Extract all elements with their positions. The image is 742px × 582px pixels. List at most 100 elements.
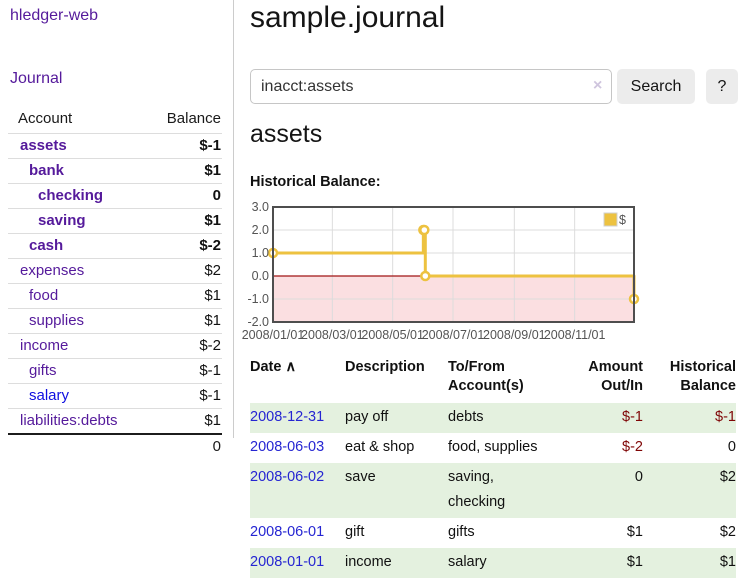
date-header-label: Date — [250, 359, 282, 375]
legend-label: $ — [619, 213, 626, 227]
chart-border — [272, 206, 635, 323]
balance-column-header: Historical Balance — [643, 358, 736, 403]
account-balance: $1 — [142, 408, 222, 434]
account-row: supplies $1 — [8, 308, 222, 334]
transaction-amount: $-2 — [622, 439, 643, 455]
account-row: cash $-2 — [8, 233, 222, 259]
account-balance: $-1 — [142, 383, 222, 409]
account-balance: $1 — [142, 208, 222, 234]
help-button[interactable]: ? — [706, 69, 738, 104]
sidebar-account-link[interactable]: gifts — [29, 362, 57, 379]
transaction-date-link[interactable]: 2008-06-03 — [250, 439, 325, 455]
historical-balance-chart: $3.0 2.0 1.0 0.0 -1.0 -2.02008/01/012008/03/0… — [242, 200, 640, 342]
balance-header-line1: Historical — [669, 359, 736, 375]
account-balance: $-1 — [142, 133, 222, 159]
sidebar-item-journal[interactable]: Journal — [10, 70, 63, 87]
transaction-date-link[interactable]: 2008-06-01 — [250, 524, 325, 540]
balance-header-line2: Balance — [680, 378, 736, 394]
transaction-date-link[interactable]: 2008-06-02 — [250, 469, 325, 485]
transaction-description: pay off — [345, 403, 448, 433]
account-balance: 0 — [142, 183, 222, 209]
sort-ascending-icon: ∧ — [285, 359, 297, 375]
sidebar-account-link[interactable]: expenses — [20, 262, 85, 279]
date-column-header[interactable]: Date ∧ — [250, 358, 345, 403]
sidebar-account-link[interactable]: salary — [29, 387, 70, 404]
account-row: expenses $2 — [8, 258, 222, 284]
accounts-total-value: 0 — [142, 433, 222, 459]
sidebar-account-link[interactable]: cash — [29, 237, 64, 254]
account-row: salary $-1 — [8, 383, 222, 409]
transaction-accounts: debts — [448, 403, 552, 433]
x-axis-tick-label: 2008/11/01 — [544, 328, 606, 342]
x-axis-tick-label: 2008/05/01 — [361, 328, 424, 342]
transaction-accounts: saving, checking — [448, 463, 552, 518]
transaction-amount: $1 — [626, 524, 643, 540]
amount-column-header: Amount Out/In — [552, 358, 643, 403]
y-axis-tick-label: 0.0 — [252, 269, 269, 283]
search-input[interactable] — [250, 69, 612, 104]
transaction-amount: 0 — [552, 463, 643, 518]
sidebar-account-link[interactable]: income — [20, 337, 69, 354]
account-row: checking 0 — [8, 183, 222, 209]
transactions-header-row: Date ∧ Description To/From Account(s) Am… — [250, 358, 736, 403]
sidebar-account-link[interactable]: assets — [20, 137, 67, 154]
account-balance: $2 — [142, 258, 222, 284]
y-axis-tick-label: 3.0 — [252, 200, 269, 214]
sidebar-account-link[interactable]: liabilities:debts — [20, 412, 118, 429]
tofrom-column-header: To/From Account(s) — [448, 358, 552, 403]
account-balance: $1 — [142, 308, 222, 334]
accounts-total-spacer — [8, 433, 143, 459]
transaction-balance: $-1 — [643, 403, 736, 433]
account-row: saving $1 — [8, 208, 222, 234]
transaction-description: gift — [345, 524, 365, 540]
sidebar-account-link[interactable]: saving — [38, 212, 86, 229]
account-balance: $-2 — [142, 233, 222, 259]
x-axis-tick-label: 2008/03/01 — [301, 328, 364, 342]
y-axis-tick-label: 1.0 — [252, 246, 269, 260]
x-axis-tick-label: 2008/01/01 — [242, 328, 305, 342]
legend-swatch — [603, 212, 618, 227]
amount-header-line2: Out/In — [601, 378, 643, 394]
app-brand-link[interactable]: hledger-web — [10, 7, 99, 24]
accounts-table-header: Account Balance — [8, 106, 222, 134]
search-button[interactable]: Search — [617, 69, 695, 104]
data-point-marker — [420, 270, 431, 282]
transaction-accounts: gifts — [448, 524, 475, 540]
account-row: bank $1 — [8, 158, 222, 184]
x-axis-tick-label: 2008/07/01 — [422, 328, 485, 342]
page-title: sample.journal — [250, 1, 446, 34]
account-row: assets $-1 — [8, 133, 222, 159]
balance-column-header: Balance — [166, 110, 221, 127]
sidebar-account-link[interactable]: food — [29, 287, 59, 304]
amount-header-line1: Amount — [588, 359, 643, 375]
sidebar-account-link[interactable]: bank — [29, 162, 65, 179]
account-balance: $1 — [142, 158, 222, 184]
transaction-row: 2008-01-01 income salary $1 $1 — [250, 548, 736, 578]
transaction-row: 2008-06-01 gift gifts $1 $2 — [250, 518, 736, 548]
transactions-table: Date ∧ Description To/From Account(s) Am… — [250, 358, 736, 578]
y-axis-tick-label: 2.0 — [252, 223, 269, 237]
chart-title: Historical Balance: — [250, 174, 381, 190]
transaction-balance: $2 — [643, 463, 736, 518]
clear-search-icon[interactable]: × — [593, 77, 603, 94]
account-row: income $-2 — [8, 333, 222, 359]
sidebar-account-link[interactable]: supplies — [29, 312, 85, 329]
sidebar-account-link[interactable]: checking — [38, 187, 104, 204]
account-balance: $1 — [142, 283, 222, 309]
account-balance: $-1 — [142, 358, 222, 384]
account-row: liabilities:debts $1 — [8, 408, 222, 434]
transaction-row: 2008-06-03 eat & shop food, supplies $-2 0 — [250, 433, 736, 463]
tofrom-header-line2: Account(s) — [448, 378, 524, 394]
y-axis-tick-label: -1.0 — [247, 292, 269, 306]
x-axis-tick-label: 2008/09/01 — [483, 328, 546, 342]
transaction-date-link[interactable]: 2008-01-01 — [250, 554, 325, 570]
sidebar-divider — [233, 0, 234, 438]
transaction-date-link[interactable]: 2008-12-31 — [250, 409, 325, 425]
description-column-header: Description — [345, 359, 425, 375]
transaction-description: save — [345, 463, 448, 518]
transaction-row: 2008-06-02 save saving, checking 0 $2 — [250, 463, 736, 518]
transaction-accounts: salary — [448, 548, 552, 578]
account-row: food $1 — [8, 283, 222, 309]
transaction-balance: 0 — [727, 439, 736, 455]
transaction-description: eat & shop — [345, 439, 415, 455]
